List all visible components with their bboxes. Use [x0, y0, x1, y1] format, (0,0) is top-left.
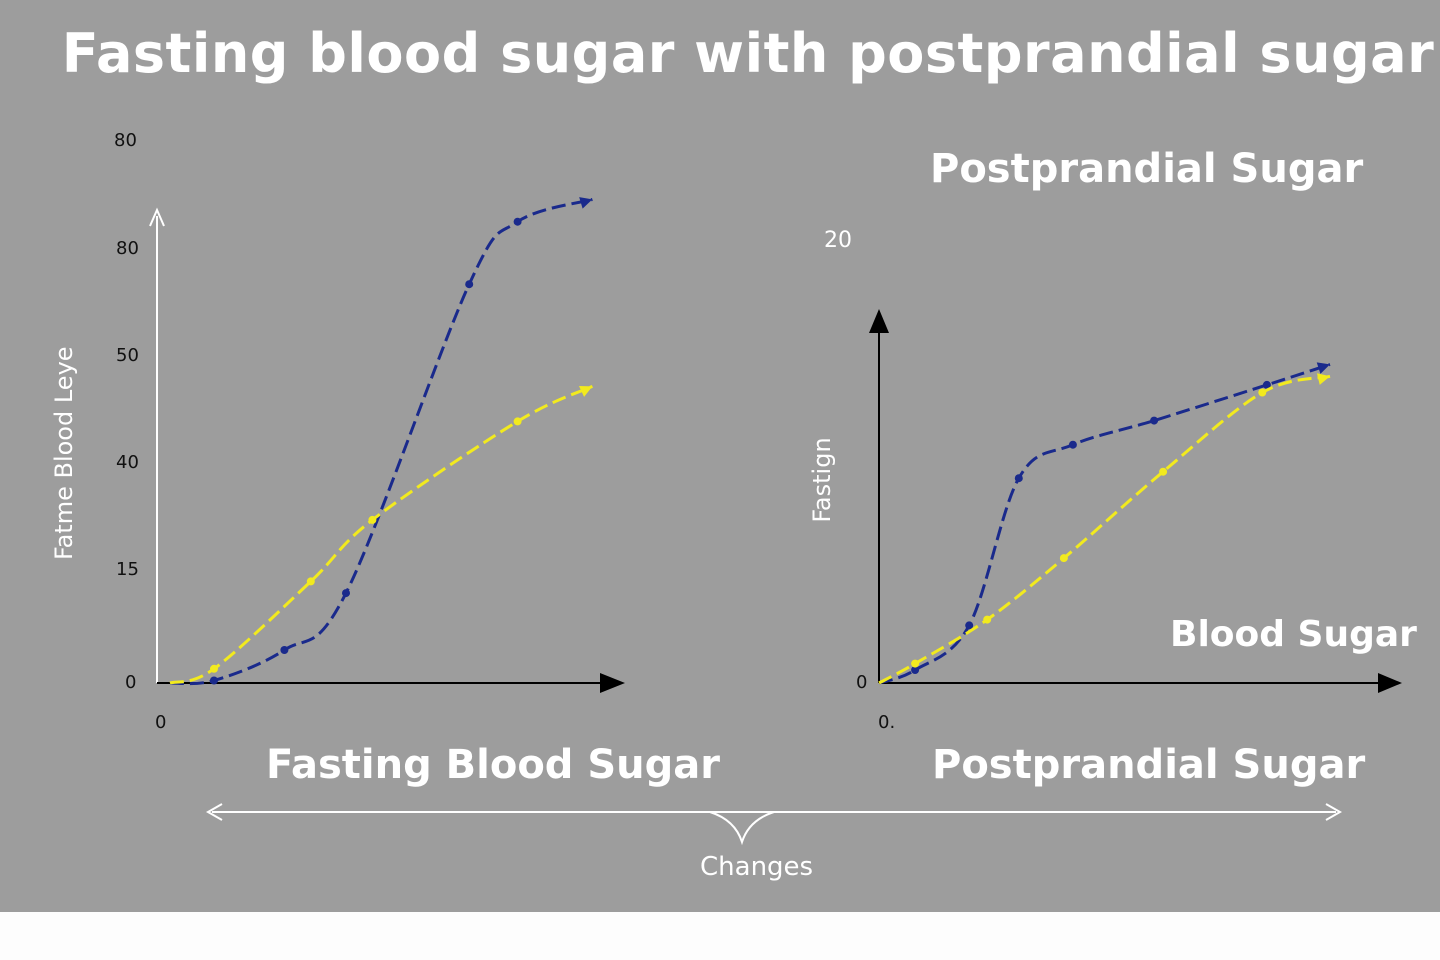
chart2-series-yellow-point-3: [1059, 554, 1068, 563]
chart2-series-yellow-point-5: [1258, 388, 1267, 397]
chart1-series-yellow-point-4: [513, 417, 522, 426]
right-y-axis-arrow: [869, 309, 889, 333]
chart2-series-blue-point-6: [1262, 380, 1271, 389]
chart1-series-blue-point-3: [342, 589, 350, 598]
left-x-origin-label: 0: [155, 712, 167, 733]
left-ytick-5: 0: [125, 672, 137, 693]
right-ytick-top: 20: [824, 228, 852, 253]
left-x-axis-label: Fasting Blood Sugar: [266, 742, 721, 788]
right-y-origin-label: 0: [856, 672, 868, 693]
changes-bracket-left-arrow: [205, 803, 223, 821]
chart2-series-blue-point-1: [911, 666, 920, 674]
chart1-series-blue-line: [169, 197, 593, 686]
chart2-series-blue-point-3: [1014, 474, 1023, 483]
left-ytick-top: 80: [114, 130, 137, 151]
right-x-axis-label: Postprandial Sugar: [932, 742, 1366, 788]
chart2-series-blue-line: [878, 362, 1331, 685]
changes-bracket-brace: [709, 811, 775, 846]
changes-label: Changes: [700, 852, 814, 882]
right-chart-title: Postprandial Sugar: [930, 146, 1364, 192]
right-x-axis-arrow: [1378, 673, 1402, 693]
left-y-axis-arrow: [149, 207, 165, 227]
chart1-series-yellow-point-2: [306, 577, 315, 586]
chart2-series-blue-point-5: [1150, 416, 1159, 425]
chart2-series-yellow-point-2: [983, 615, 992, 624]
changes-bracket-right-arrow: [1325, 803, 1343, 821]
background-panel: [0, 0, 1440, 912]
right-x-origin-label: 0.: [878, 712, 896, 733]
page-title: Fasting blood sugar with postprandial su…: [61, 22, 1435, 85]
chart2-series-yellow-line: [878, 374, 1331, 685]
left-ytick-1: 80: [116, 238, 139, 259]
footer-strip: [0, 912, 1440, 960]
chart2-series-yellow-arrowhead: [1316, 373, 1330, 385]
chart1-series-yellow-point-3: [368, 515, 377, 524]
chart1-series-yellow-arrowhead: [578, 385, 593, 397]
chart1-series-blue-point-4: [465, 280, 474, 289]
chart1-series-blue-point-5: [513, 217, 522, 226]
left-ytick-2: 50: [116, 345, 139, 366]
left-x-axis-arrow: [600, 673, 625, 693]
chart1-series-blue-point-2: [280, 646, 289, 654]
chart2-series-blue-arrowhead: [1316, 362, 1330, 374]
chart2-series-yellow-point-4: [1159, 467, 1168, 476]
left-ytick-4: 15: [116, 559, 139, 580]
chart-canvas: [149, 197, 1402, 846]
chart2-series-blue-point-2: [965, 621, 974, 630]
chart1-series-blue-point-1: [210, 676, 218, 685]
chart1-series-blue-arrowhead: [579, 197, 593, 209]
right-inner-label: Blood Sugar: [1170, 614, 1417, 655]
chart1-series-yellow-point-1: [210, 664, 218, 673]
chart2-series-blue-point-4: [1068, 440, 1077, 449]
chart2-series-yellow-point-1: [911, 659, 920, 668]
left-ytick-3: 40: [116, 452, 139, 473]
chart1-series-yellow-line: [169, 384, 594, 685]
